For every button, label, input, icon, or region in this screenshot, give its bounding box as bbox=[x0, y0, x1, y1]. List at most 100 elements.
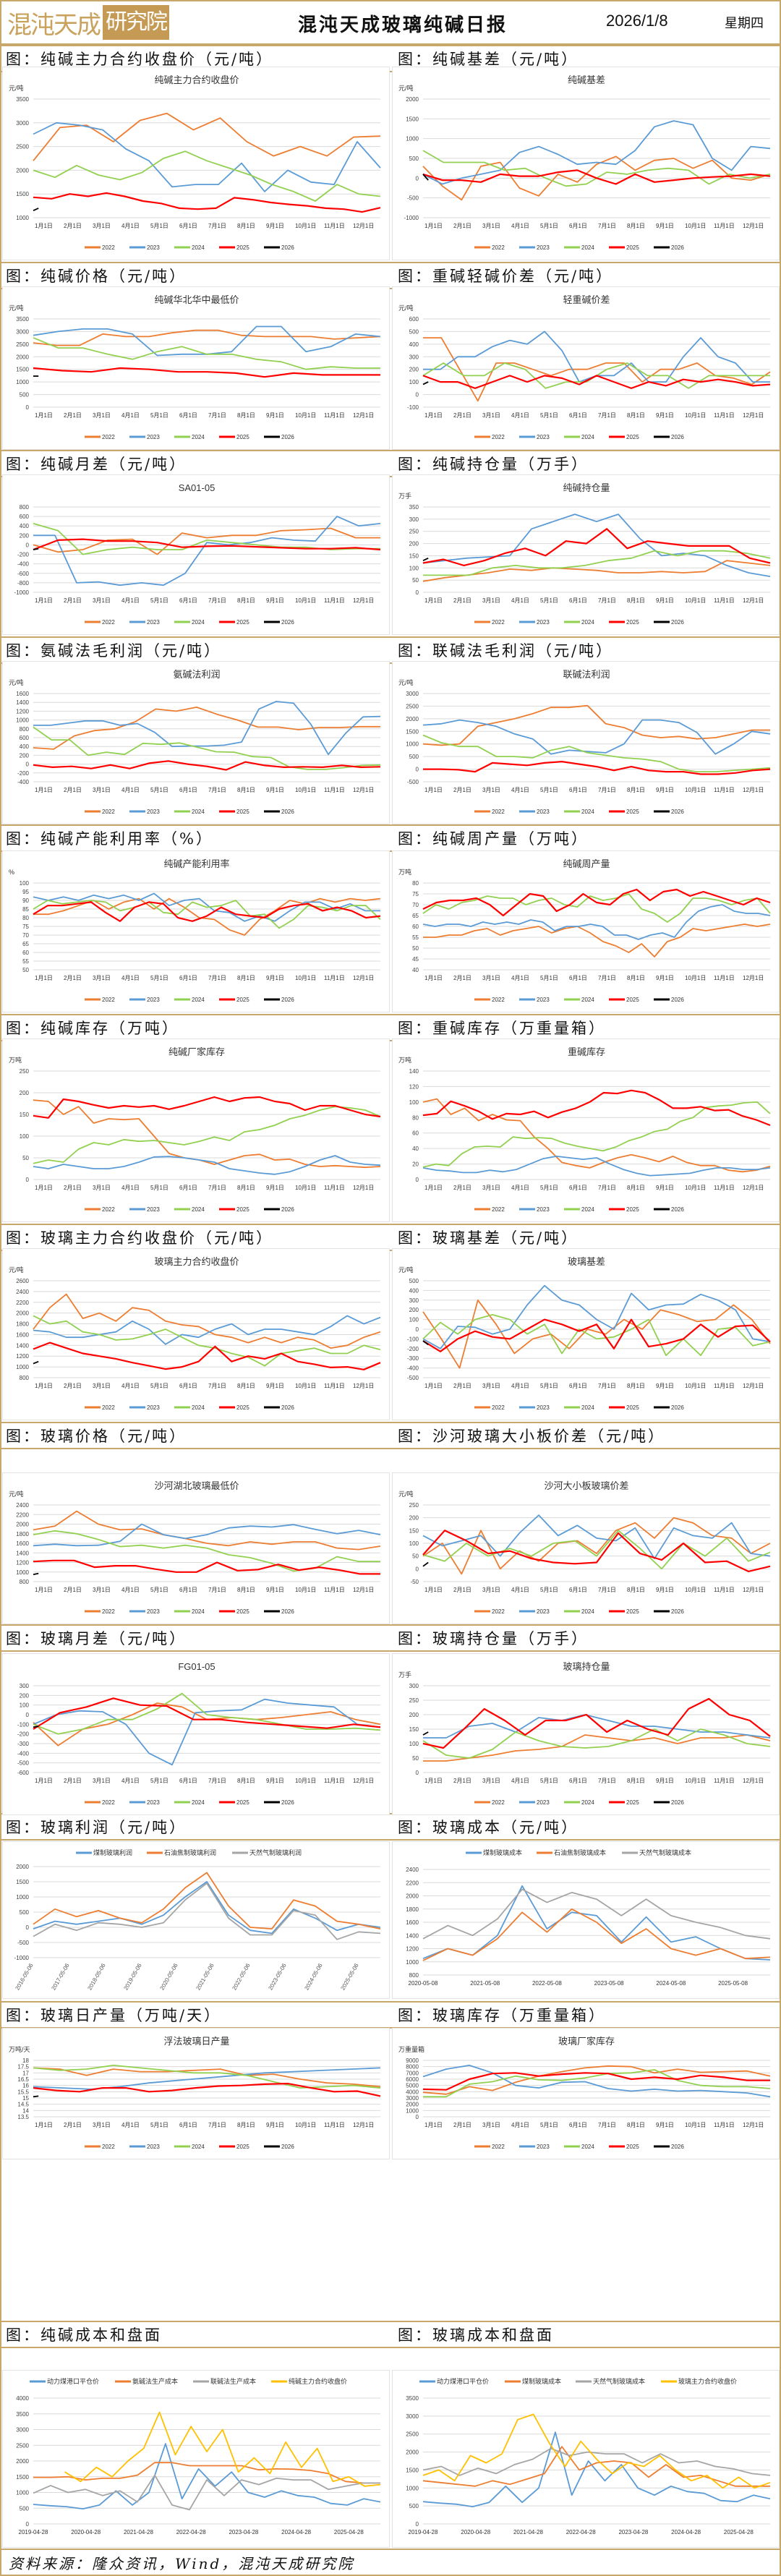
chart-panel-sa-heavy-inventory: 重碱库存 万吨 0 20 40 60 80 100 120 140 1月1日 2月1日 3月1日 4月1日… bbox=[392, 1038, 780, 1222]
legend-item: 煤制玻璃成本 bbox=[466, 1848, 522, 1856]
x-tick-label: 4月1日 bbox=[511, 1383, 529, 1389]
x-tick-label: 2025-05-08 bbox=[718, 1980, 748, 1987]
x-tick-label: 7月1日 bbox=[208, 1185, 226, 1191]
legend-item: 2025 bbox=[609, 1206, 639, 1213]
y-tick-label: 1200 bbox=[16, 1353, 29, 1360]
y-tick-label: 800 bbox=[20, 1375, 30, 1381]
legend-label: 2025 bbox=[626, 434, 639, 440]
legend-item: 2024 bbox=[564, 434, 594, 440]
legend-label: 2023 bbox=[147, 1608, 160, 1615]
legend-item: 2024 bbox=[174, 1608, 205, 1615]
legend-item: 2026 bbox=[654, 1799, 684, 1806]
x-tick-label: 2月1日 bbox=[64, 597, 82, 604]
x-tick-label: 9月1日 bbox=[266, 1778, 284, 1784]
y-tick-label: 20 bbox=[412, 1161, 419, 1168]
y-tick-label: 1400 bbox=[406, 1932, 419, 1939]
y-tick-label: 140 bbox=[409, 1068, 419, 1075]
legend-label: 2022 bbox=[492, 2144, 505, 2150]
y-tick-label: 1500 bbox=[16, 367, 29, 373]
chart-panel-fg-daily-output: 浮法玻璃日产量 万吨/天 13.5 14 14.5 15 15.5 16 16.5 17 17.5 1… bbox=[2, 2028, 390, 2159]
section-header: 图：纯碱库存（万吨） 图：重碱库存（万重量箱） bbox=[1, 1014, 780, 1041]
x-tick-label: 10月1日 bbox=[295, 787, 316, 793]
legend-label: 2022 bbox=[102, 434, 115, 440]
legend-label: 2024 bbox=[192, 1799, 205, 1806]
legend-item: 2024 bbox=[564, 2144, 594, 2150]
x-tick-label: 11月1日 bbox=[324, 1383, 345, 1389]
x-tick-label: 12月1日 bbox=[743, 597, 764, 604]
logo-badge: 研究院 bbox=[103, 5, 169, 40]
chart-title: 纯碱周产量 bbox=[563, 858, 610, 869]
legend-label: 2023 bbox=[537, 809, 550, 815]
x-tick-label: 10月1日 bbox=[295, 223, 316, 229]
y-axis-unit: 万吨 bbox=[398, 868, 411, 876]
legend-item: 2024 bbox=[174, 1206, 205, 1213]
x-tick-label: 1月1日 bbox=[424, 1587, 443, 1593]
x-tick-label: 3月1日 bbox=[93, 412, 111, 419]
legend-item: 2025 bbox=[219, 1608, 249, 1615]
y-tick-label: 200 bbox=[20, 1090, 30, 1096]
x-tick-label: 4月1日 bbox=[511, 787, 529, 793]
x-tick-label: 7月1日 bbox=[208, 1587, 226, 1593]
legend-item: 2022 bbox=[85, 434, 115, 440]
x-tick-label: 9月1日 bbox=[656, 597, 674, 604]
section-title-right: 图：玻璃成本（元/吨） bbox=[398, 1819, 579, 1836]
x-tick-label: 11月1日 bbox=[714, 975, 735, 981]
legend-label: 2025 bbox=[236, 2144, 249, 2150]
chart-panel-fg-cost-vs-futures: 0 500 1000 1500 2000 2500 3000 3500 2019-04-28 20… bbox=[392, 2370, 780, 2548]
series-line-2022 bbox=[423, 1734, 771, 1762]
legend-label: 2024 bbox=[192, 434, 205, 440]
series-line-煤制玻璃利润 bbox=[33, 1881, 381, 1935]
section-header: 图：玻璃利润（元/吨） 图：玻璃成本（元/吨） bbox=[1, 1813, 780, 1841]
y-tick-label: 3000 bbox=[406, 691, 419, 697]
x-tick-label: 6月1日 bbox=[179, 975, 197, 981]
x-tick-label: 3月1日 bbox=[93, 597, 111, 604]
x-tick-label: 1月1日 bbox=[424, 1383, 443, 1389]
y-axis-unit: 元/吨 bbox=[9, 678, 24, 686]
legend-item: 2023 bbox=[519, 997, 550, 1003]
y-tick-label: 150 bbox=[20, 1112, 30, 1118]
y-tick-label: 1400 bbox=[16, 1342, 29, 1349]
series-line-2023 bbox=[33, 1698, 381, 1766]
x-tick-label: 2月1日 bbox=[453, 1185, 471, 1191]
y-tick-label: 0 bbox=[416, 767, 419, 773]
legend-label: 2023 bbox=[147, 1799, 160, 1806]
y-tick-label: 80 bbox=[22, 915, 29, 921]
x-tick-label: 10月1日 bbox=[295, 412, 316, 419]
x-tick-label: 3月1日 bbox=[93, 1778, 111, 1784]
x-tick-label: 6月1日 bbox=[569, 597, 587, 604]
legend-item: 2026 bbox=[654, 2144, 684, 2150]
x-tick-label: 9月1日 bbox=[266, 412, 284, 419]
x-tick-label: 10月1日 bbox=[685, 223, 706, 229]
y-tick-label: 2000 bbox=[16, 354, 29, 360]
y-axis-unit: 元/吨 bbox=[398, 1490, 414, 1498]
y-tick-label: 60 bbox=[412, 1130, 419, 1137]
y-tick-label: 80 bbox=[412, 880, 419, 887]
chart-panel-fg-cost: 800 1000 1200 1400 1600 1800 2000 2200 2400 2020-… bbox=[392, 1841, 780, 1999]
legend-label: 2023 bbox=[537, 1608, 550, 1615]
x-tick-label: 9月1日 bbox=[266, 597, 284, 604]
series-line-动力煤港口平仓价 bbox=[422, 2431, 771, 2508]
x-tick-label: 2月1日 bbox=[453, 1778, 471, 1784]
legend-label: 2026 bbox=[671, 1799, 684, 1806]
x-tick-label: 7月1日 bbox=[598, 975, 616, 981]
x-tick-label: 2月1日 bbox=[64, 1587, 82, 1593]
y-tick-label: 70 bbox=[412, 902, 419, 908]
series-line-2024 bbox=[33, 2065, 381, 2089]
y-tick-label: 100 bbox=[409, 1317, 419, 1323]
x-tick-label: 9月1日 bbox=[266, 223, 284, 229]
chart-title: 玻璃持仓量 bbox=[563, 1661, 610, 1672]
x-tick-label: 2016-05-06 bbox=[14, 1962, 35, 1991]
y-tick-label: 0 bbox=[416, 175, 419, 182]
chart-title: 玻璃基差 bbox=[568, 1256, 605, 1267]
legend-item: 2022 bbox=[474, 1404, 505, 1411]
series-line-2026 bbox=[33, 1726, 39, 1728]
x-tick-label: 4月1日 bbox=[121, 1778, 140, 1784]
x-tick-label: 7月1日 bbox=[208, 412, 226, 419]
series-line-2024 bbox=[33, 337, 380, 370]
legend-label: 2026 bbox=[671, 1404, 684, 1411]
legend-label: 2022 bbox=[492, 619, 505, 626]
y-axis-unit: 元/吨 bbox=[9, 1266, 24, 1274]
